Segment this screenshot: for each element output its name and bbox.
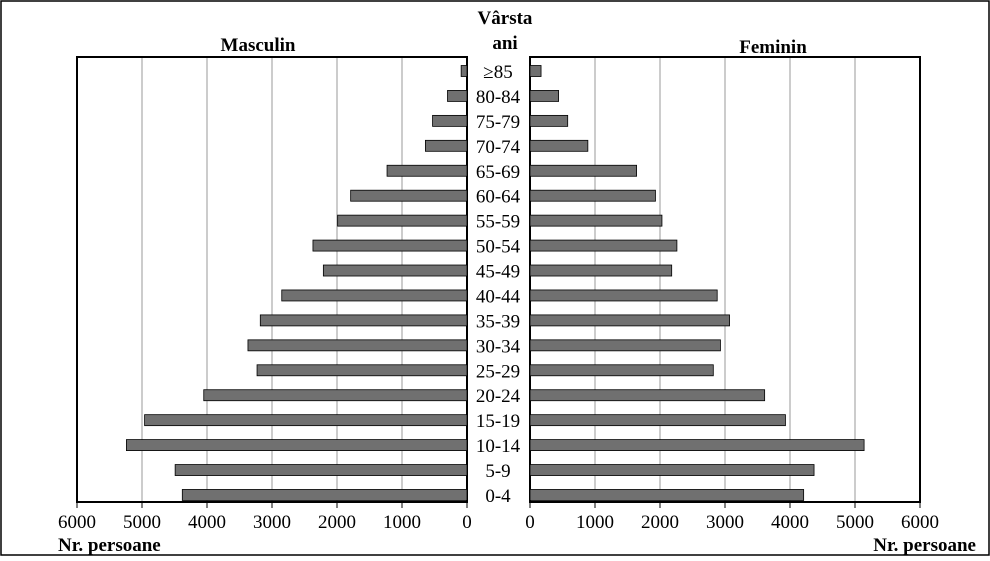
male-bar (424, 139, 468, 152)
age-group-label: 0-4 (485, 486, 511, 507)
left-title: Masculin (221, 35, 296, 56)
male-bar (126, 439, 468, 452)
male-bar (322, 264, 468, 277)
female-bar (529, 364, 714, 377)
age-group-label: 45-49 (476, 262, 520, 283)
age-group-label: 35-39 (476, 311, 520, 332)
male-bar (281, 289, 468, 302)
right-tick-label: 3000 (706, 512, 744, 533)
female-bar (529, 139, 589, 152)
age-group-label: 30-34 (476, 336, 521, 357)
female-bar (529, 214, 663, 227)
left-tick-label: 0 (462, 512, 472, 533)
age-group-label: 80-84 (476, 87, 521, 108)
female-bar (529, 239, 678, 252)
female-bar (529, 439, 865, 452)
male-bar (203, 389, 468, 402)
right-tick-label: 5000 (836, 512, 874, 533)
male-bar (386, 164, 468, 177)
female-bar (529, 189, 656, 202)
male-bar (350, 189, 468, 202)
left-axis-ticks: 0 1000 2000 3000 4000 5000 6000 (58, 502, 472, 533)
female-bar (529, 289, 718, 302)
female-bar (529, 65, 542, 77)
left-tick-label: 5000 (123, 512, 161, 533)
age-group-labels: ≥85 80-84 75-79 70-74 65-69 60-64 55-59 50-54 45… (476, 62, 521, 507)
right-axis-ticks: 0 1000 2000 3000 4000 5000 6000 (525, 502, 939, 533)
age-group-label: 40-44 (476, 286, 521, 307)
female-bars (529, 65, 865, 501)
right-tick-label: 6000 (901, 512, 939, 533)
age-group-label: 75-79 (476, 112, 520, 133)
center-title-line2: ani (492, 33, 517, 54)
female-bar (529, 264, 673, 277)
age-group-label: 15-19 (476, 411, 520, 432)
age-group-label: 70-74 (476, 137, 521, 158)
left-tick-label: 2000 (318, 512, 356, 533)
male-bars (126, 65, 468, 501)
female-bar (529, 314, 730, 327)
female-bar (529, 164, 637, 177)
right-tick-label: 2000 (641, 512, 679, 533)
left-tick-label: 3000 (253, 512, 291, 533)
age-group-label: 60-64 (476, 187, 521, 208)
male-bar (181, 489, 468, 501)
age-group-label: 10-14 (476, 436, 521, 457)
age-group-label: 5-9 (485, 461, 510, 482)
female-bar (529, 90, 560, 102)
female-bar (529, 464, 815, 476)
age-group-label: 25-29 (476, 361, 520, 382)
male-bar (256, 364, 468, 377)
right-gridlines (594, 57, 856, 502)
left-gridlines (141, 57, 403, 502)
right-title: Feminin (739, 37, 807, 58)
left-axis-label: Nr. persoane (58, 535, 161, 556)
right-tick-label: 1000 (576, 512, 614, 533)
male-bar (174, 464, 468, 476)
age-group-label: 55-59 (476, 212, 520, 233)
female-bar (529, 114, 569, 127)
male-bar (432, 114, 468, 127)
female-bar (529, 489, 805, 501)
center-title-line1: Vârsta (478, 8, 533, 29)
left-tick-label: 4000 (188, 512, 226, 533)
left-tick-label: 1000 (383, 512, 421, 533)
right-tick-label: 0 (525, 512, 535, 533)
female-bar (529, 414, 786, 427)
left-tick-label: 6000 (58, 512, 96, 533)
male-bar (144, 414, 468, 427)
age-group-label: ≥85 (483, 62, 512, 83)
female-bar (529, 389, 766, 402)
male-bar (460, 65, 468, 77)
male-bar (247, 339, 468, 352)
age-group-label: 20-24 (476, 386, 521, 407)
age-group-label: 50-54 (476, 237, 521, 258)
female-bar (529, 339, 721, 352)
right-axis-label: Nr. persoane (873, 535, 976, 556)
male-bar (259, 314, 468, 327)
male-bar (337, 214, 468, 227)
age-group-label: 65-69 (476, 162, 520, 183)
right-tick-label: 4000 (771, 512, 809, 533)
male-bar (447, 90, 468, 102)
male-bar (312, 239, 468, 252)
